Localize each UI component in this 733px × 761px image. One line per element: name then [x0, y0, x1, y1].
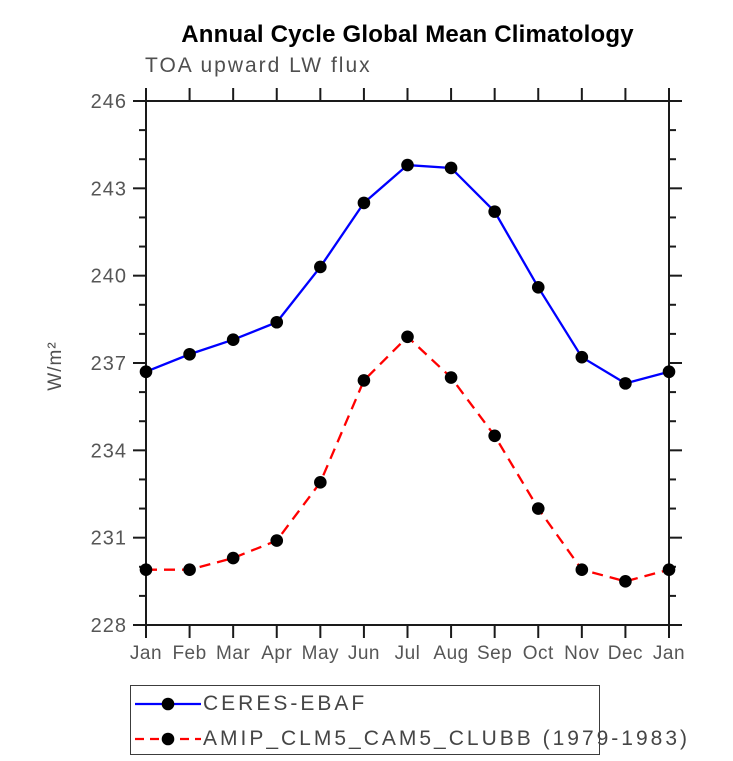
data-point-marker-series-0	[488, 205, 501, 218]
x-tick-label: Feb	[172, 643, 206, 664]
data-point-marker-series-1	[270, 534, 284, 547]
y-tick-label: 234	[91, 440, 127, 462]
data-point-marker-series-1	[662, 563, 676, 576]
chart-title: Annual Cycle Global Mean Climatology	[181, 21, 634, 48]
data-point-marker-series-1	[357, 374, 371, 387]
legend-sample-marker	[161, 697, 175, 710]
data-point-marker-series-1	[226, 551, 240, 565]
data-point-marker-series-0	[270, 315, 284, 329]
y-tick-label: 228	[91, 615, 127, 637]
data-point-marker-series-0	[662, 365, 676, 379]
data-point-marker-series-0	[401, 158, 414, 172]
legend-entry-amip: AMIP_CLM5_CAM5_CLUBB (1979-1983)	[131, 721, 687, 756]
legend-entry-ceres-ebaf: CERES-EBAF	[131, 686, 599, 721]
legend-sample-marker	[161, 732, 175, 745]
x-tick-label: Jun	[348, 643, 380, 664]
data-point-marker-series-0	[183, 347, 196, 361]
legend-box: CERES-EBAF AMIP_CLM5_CAM5_CLUBB (1979-19…	[130, 685, 687, 756]
data-point-marker-series-1	[575, 563, 589, 576]
y-tick-label: 231	[91, 528, 127, 550]
data-point-marker-series-1	[619, 575, 632, 588]
legend-label: AMIP_CLM5_CAM5_CLUBB (1979-1983)	[203, 726, 691, 750]
data-point-marker-series-1	[139, 563, 153, 576]
data-point-marker-series-0	[575, 350, 589, 364]
data-point-marker-series-0	[357, 196, 371, 210]
legend-line-sample-solid	[135, 697, 201, 710]
data-point-marker-series-0	[619, 377, 632, 390]
x-tick-label: Sep	[477, 643, 512, 664]
data-point-marker-series-0	[444, 161, 458, 175]
data-point-marker-series-0	[139, 365, 153, 379]
legend-label: CERES-EBAF	[203, 691, 368, 715]
y-tick-label: 240	[91, 266, 127, 288]
x-tick-label: May	[302, 643, 339, 664]
data-point-marker-series-1	[531, 502, 545, 515]
x-tick-label: Jan	[653, 643, 685, 664]
x-tick-label: Oct	[523, 643, 554, 664]
x-tick-label: Jan	[130, 643, 162, 664]
x-tick-label: Dec	[608, 643, 643, 664]
data-point-marker-series-1	[401, 330, 414, 344]
x-tick-label: Jul	[395, 643, 421, 664]
legend-line-sample-dashed	[135, 732, 201, 745]
y-tick-label: 243	[91, 178, 127, 200]
data-point-marker-series-1	[314, 476, 327, 489]
x-tick-label: Mar	[216, 643, 250, 664]
chart-subtitle: TOA upward LW flux	[145, 54, 372, 77]
data-point-marker-series-1	[488, 429, 501, 443]
x-tick-label: Aug	[433, 643, 468, 664]
x-tick-label: Apr	[261, 643, 292, 664]
y-tick-label: 246	[91, 91, 127, 113]
y-tick-label: 237	[91, 353, 127, 375]
data-point-marker-series-1	[444, 371, 458, 384]
data-point-marker-series-0	[531, 281, 545, 294]
x-tick-label: Nov	[564, 643, 599, 664]
data-point-marker-series-1	[183, 563, 196, 576]
series-line-1	[146, 335, 670, 583]
data-point-marker-series-0	[314, 260, 327, 274]
data-point-marker-series-0	[226, 333, 240, 347]
series-line-0	[145, 163, 670, 385]
